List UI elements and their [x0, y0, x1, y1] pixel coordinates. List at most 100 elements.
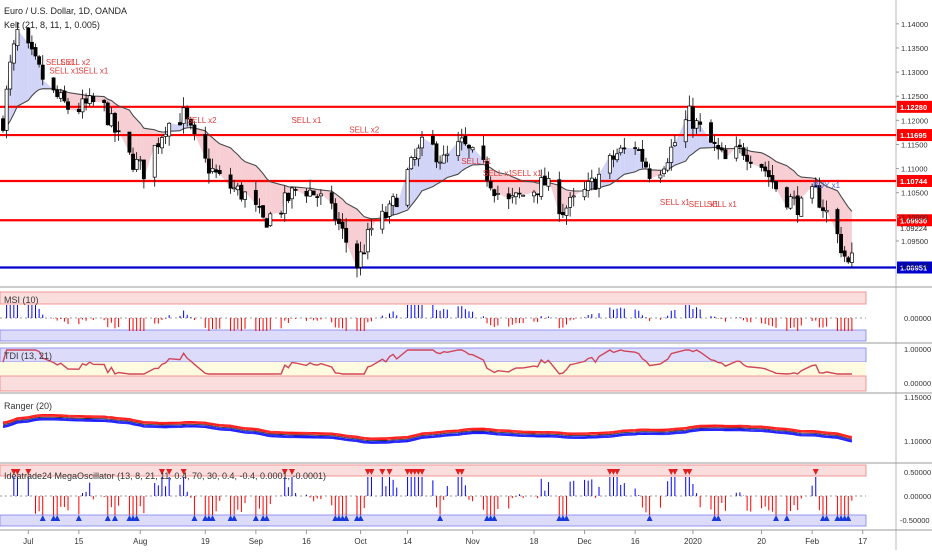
candle-bear[interactable]: [709, 122, 713, 143]
candle-bear[interactable]: [340, 221, 345, 229]
candle-bull[interactable]: [615, 153, 620, 161]
candle-bear[interactable]: [622, 147, 627, 150]
candle-bull[interactable]: [420, 136, 424, 149]
candle-bear[interactable]: [716, 144, 721, 150]
candle-bull[interactable]: [243, 191, 247, 200]
candle-bear[interactable]: [644, 161, 648, 168]
candle-bear[interactable]: [66, 101, 70, 110]
candle-bear[interactable]: [51, 77, 56, 91]
candle-bear[interactable]: [156, 143, 161, 148]
candle-bear[interactable]: [293, 189, 298, 191]
candle-bear[interactable]: [517, 192, 522, 195]
candle-bear[interactable]: [611, 155, 616, 160]
candle-bull[interactable]: [564, 207, 569, 216]
candle-bull[interactable]: [532, 191, 536, 197]
candle-bear[interactable]: [55, 89, 60, 97]
candle-bear[interactable]: [84, 98, 89, 104]
candle-bear[interactable]: [813, 185, 818, 188]
candle-bull[interactable]: [589, 177, 594, 182]
candle-bear[interactable]: [835, 209, 840, 235]
horizontal-levels[interactable]: 1.12280 1.11695 1.10744 1.09930 1.08951: [0, 100, 932, 274]
candle-bear[interactable]: [37, 56, 42, 65]
candle-bear[interactable]: [741, 147, 746, 156]
candle-bull[interactable]: [514, 192, 518, 198]
candle-bear[interactable]: [29, 41, 34, 50]
candle-bear[interactable]: [315, 196, 320, 198]
candle-bear[interactable]: [40, 64, 45, 80]
candle-bull[interactable]: [618, 147, 623, 154]
candle-bull[interactable]: [438, 161, 443, 164]
candle-bull[interactable]: [87, 95, 92, 104]
candle-bull[interactable]: [15, 29, 20, 47]
candle-bull[interactable]: [409, 157, 414, 170]
candle-bear[interactable]: [91, 95, 96, 103]
candle-bear[interactable]: [1, 118, 5, 131]
candle-bull[interactable]: [387, 203, 392, 217]
candle-bear[interactable]: [355, 243, 359, 269]
candle-bull[interactable]: [597, 173, 601, 189]
candle-bear[interactable]: [33, 47, 38, 57]
candle-bear[interactable]: [76, 108, 81, 113]
candle-bear[interactable]: [228, 174, 233, 189]
candle-bear[interactable]: [239, 184, 244, 200]
candle-bear[interactable]: [26, 27, 31, 44]
candle-bear[interactable]: [846, 257, 851, 263]
candle-bull[interactable]: [586, 181, 591, 192]
time-axis[interactable]: Jul 15 Aug 19 Sep 16 Oct 14 Nov 18 Dec 16 2020 20 Feb 1…: [23, 530, 868, 546]
candle-bear[interactable]: [633, 147, 638, 149]
candlesticks[interactable]: [1, 22, 854, 278]
candle-bull[interactable]: [109, 113, 114, 127]
candle-bear[interactable]: [723, 149, 728, 160]
candle-bull[interactable]: [80, 98, 85, 113]
candle-bear[interactable]: [795, 195, 800, 216]
price-axis[interactable]: 1.14000 1.13500 1.13000 1.12500 1.12000 1.115…: [896, 20, 928, 246]
candle-bear[interactable]: [131, 153, 135, 170]
candle-bull[interactable]: [445, 153, 450, 156]
candle-bear[interactable]: [141, 159, 146, 180]
candle-bear[interactable]: [766, 170, 771, 178]
candle-bull[interactable]: [412, 157, 417, 160]
candle-bear[interactable]: [217, 170, 222, 174]
candle-bull[interactable]: [665, 162, 670, 171]
candle-bear[interactable]: [394, 197, 399, 208]
candle-bull[interactable]: [849, 252, 854, 263]
candle-bull[interactable]: [134, 159, 139, 170]
candle-bear[interactable]: [784, 187, 789, 208]
candle-bear[interactable]: [774, 181, 778, 190]
candle-bull[interactable]: [810, 186, 815, 199]
candle-bull[interactable]: [181, 107, 186, 124]
candle-bull[interactable]: [235, 185, 240, 191]
candle-bull[interactable]: [318, 193, 323, 197]
candle-bull[interactable]: [824, 210, 829, 213]
candle-bear[interactable]: [311, 190, 316, 196]
candle-bear[interactable]: [770, 175, 775, 183]
candle-bear[interactable]: [188, 118, 193, 126]
candle-bear[interactable]: [329, 192, 334, 204]
candle-bear[interactable]: [337, 218, 341, 224]
candle-bull[interactable]: [470, 146, 475, 151]
candle-bull[interactable]: [521, 194, 526, 197]
candle-bear[interactable]: [467, 144, 471, 149]
candle-bear[interactable]: [178, 122, 182, 126]
candle-bear[interactable]: [102, 99, 107, 104]
candle-bear[interactable]: [485, 161, 489, 182]
candle-bear[interactable]: [737, 144, 742, 148]
candle-bull[interactable]: [582, 189, 587, 198]
candle-bull[interactable]: [138, 159, 143, 162]
candle-bear[interactable]: [640, 148, 645, 162]
candle-bear[interactable]: [691, 106, 695, 129]
candle-bear[interactable]: [542, 175, 547, 186]
candle-bear[interactable]: [492, 189, 497, 197]
candle-bull[interactable]: [734, 146, 739, 159]
candle-bear[interactable]: [560, 212, 565, 216]
candle-bear[interactable]: [203, 134, 208, 159]
candle-bull[interactable]: [369, 227, 374, 231]
candle-bear[interactable]: [647, 168, 652, 179]
candle-bear[interactable]: [430, 135, 435, 145]
candle-bull[interactable]: [416, 147, 421, 160]
candle-bear[interactable]: [206, 158, 211, 174]
candle-bull[interactable]: [308, 189, 312, 197]
candle-bear[interactable]: [333, 203, 338, 221]
